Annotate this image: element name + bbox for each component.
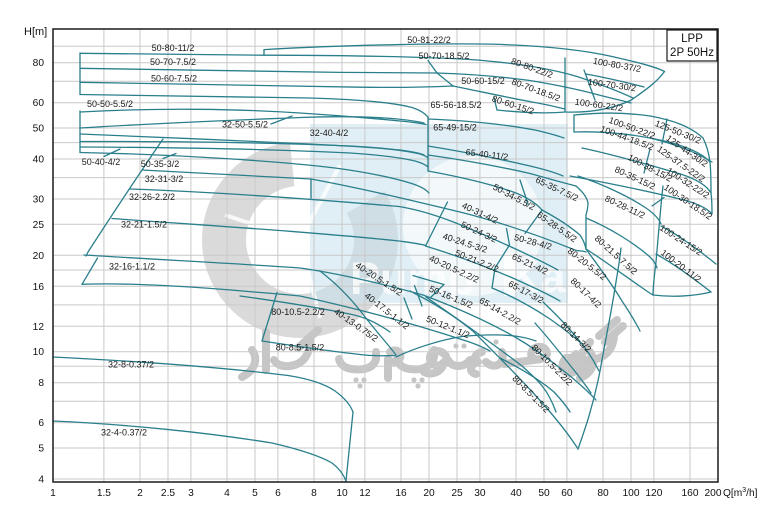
svg-text:50: 50 xyxy=(538,488,550,499)
svg-text:32-40-4/2: 32-40-4/2 xyxy=(310,128,349,138)
svg-text:5: 5 xyxy=(38,444,44,455)
svg-text:32-8-0.37/2: 32-8-0.37/2 xyxy=(108,360,154,370)
svg-text:50-35-3/2: 50-35-3/2 xyxy=(141,159,180,169)
svg-text:Pump: Pump xyxy=(350,253,475,304)
svg-text:4: 4 xyxy=(224,488,230,499)
svg-text:50-70-7.5/2: 50-70-7.5/2 xyxy=(150,57,196,67)
svg-text:50-60-7.5/2: 50-60-7.5/2 xyxy=(151,74,197,84)
svg-text:6: 6 xyxy=(38,418,44,429)
svg-text:50-81-22/2: 50-81-22/2 xyxy=(407,35,451,45)
svg-text:50-50-5.5/2: 50-50-5.5/2 xyxy=(87,99,133,109)
svg-text:2.5: 2.5 xyxy=(161,488,175,499)
svg-text:32-26-2.2/2: 32-26-2.2/2 xyxy=(129,192,175,202)
svg-text:12: 12 xyxy=(33,322,45,333)
svg-text:60: 60 xyxy=(561,488,573,499)
svg-text:50-60-15/2: 50-60-15/2 xyxy=(461,76,505,86)
svg-text:8: 8 xyxy=(38,378,44,389)
svg-text:32-50-5.5/2: 32-50-5.5/2 xyxy=(222,120,268,130)
svg-text:H[m]: H[m] xyxy=(24,26,47,38)
svg-text:1: 1 xyxy=(50,488,56,499)
svg-text:80: 80 xyxy=(33,58,45,69)
svg-text:30: 30 xyxy=(33,195,45,206)
svg-text:30: 30 xyxy=(474,488,486,499)
svg-text:40: 40 xyxy=(510,488,522,499)
svg-text:100: 100 xyxy=(623,488,640,499)
svg-text:32-21-1.5/2: 32-21-1.5/2 xyxy=(121,220,167,230)
svg-text:80-8.5-1.5/2: 80-8.5-1.5/2 xyxy=(276,343,325,353)
svg-text:16: 16 xyxy=(395,488,407,499)
svg-text:12: 12 xyxy=(359,488,371,499)
svg-text:80: 80 xyxy=(597,488,609,499)
svg-text:32-31-3/2: 32-31-3/2 xyxy=(145,174,184,184)
svg-text:60: 60 xyxy=(33,98,45,109)
svg-text:16: 16 xyxy=(33,282,45,293)
svg-text:200: 200 xyxy=(705,488,722,499)
svg-text:40: 40 xyxy=(33,155,45,166)
svg-text:50-80-11/2: 50-80-11/2 xyxy=(152,43,195,53)
svg-text:Q[m3/h]: Q[m3/h] xyxy=(723,487,758,499)
svg-text:10: 10 xyxy=(33,347,45,358)
svg-text:6: 6 xyxy=(275,488,281,499)
svg-text:1.5: 1.5 xyxy=(97,488,111,499)
svg-text:50: 50 xyxy=(33,124,45,135)
svg-text:8: 8 xyxy=(311,488,317,499)
svg-text:32-4-0.37/2: 32-4-0.37/2 xyxy=(101,428,147,438)
svg-text:32-16-1.1/2: 32-16-1.1/2 xyxy=(109,262,155,272)
svg-text:25: 25 xyxy=(33,220,45,231)
svg-text:2: 2 xyxy=(137,488,143,499)
svg-text:10: 10 xyxy=(336,488,348,499)
svg-text:160: 160 xyxy=(682,488,699,499)
svg-text:20: 20 xyxy=(423,488,435,499)
svg-text:LPP: LPP xyxy=(681,33,703,45)
svg-text:50-40-4/2: 50-40-4/2 xyxy=(82,157,121,167)
svg-text:5: 5 xyxy=(252,488,258,499)
svg-text:25: 25 xyxy=(451,488,463,499)
svg-text:65-49-15/2: 65-49-15/2 xyxy=(433,123,477,133)
svg-text:80-10.5-2.2/2: 80-10.5-2.2/2 xyxy=(271,307,325,317)
svg-text:65-56-18.5/2: 65-56-18.5/2 xyxy=(430,100,481,110)
svg-text:3: 3 xyxy=(188,488,194,499)
svg-text:50-70-18.5/2: 50-70-18.5/2 xyxy=(418,51,469,61)
svg-text:20: 20 xyxy=(33,251,45,262)
svg-text:4: 4 xyxy=(38,475,44,486)
svg-text:120: 120 xyxy=(645,488,662,499)
svg-text:2P 50Hz: 2P 50Hz xyxy=(670,47,714,59)
